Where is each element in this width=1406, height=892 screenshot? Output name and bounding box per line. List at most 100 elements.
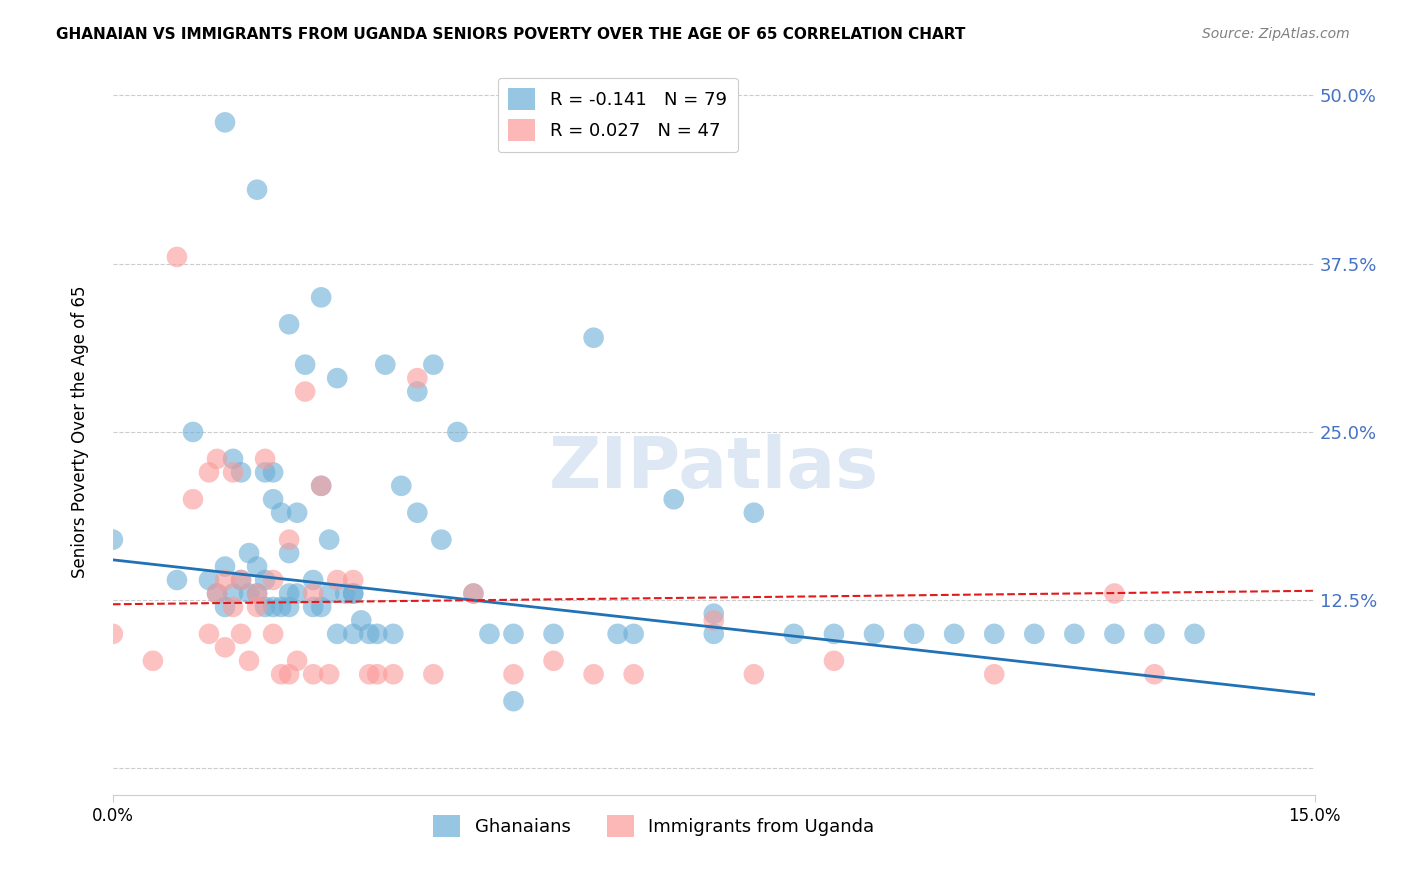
Point xyxy=(181,425,204,439)
Point xyxy=(198,466,221,480)
Point xyxy=(543,627,565,641)
Point xyxy=(309,479,332,493)
Point xyxy=(502,667,524,681)
Point xyxy=(278,667,301,681)
Point xyxy=(270,506,292,520)
Point xyxy=(205,586,228,600)
Point xyxy=(318,667,340,681)
Point xyxy=(262,492,284,507)
Point xyxy=(703,627,725,641)
Point xyxy=(205,451,228,466)
Point xyxy=(214,573,236,587)
Point xyxy=(582,667,605,681)
Point xyxy=(623,667,645,681)
Point xyxy=(198,627,221,641)
Point xyxy=(446,425,468,439)
Point xyxy=(285,654,308,668)
Point xyxy=(302,667,325,681)
Point xyxy=(229,627,252,641)
Point xyxy=(1063,627,1085,641)
Point xyxy=(166,573,188,587)
Point xyxy=(478,627,501,641)
Point xyxy=(101,627,124,641)
Point xyxy=(309,290,332,304)
Point xyxy=(205,586,228,600)
Point xyxy=(1184,627,1206,641)
Point xyxy=(662,492,685,507)
Point xyxy=(1104,586,1126,600)
Point xyxy=(222,599,245,614)
Point xyxy=(166,250,188,264)
Point xyxy=(278,599,301,614)
Point xyxy=(983,627,1005,641)
Point xyxy=(406,506,429,520)
Point xyxy=(366,667,388,681)
Point xyxy=(278,546,301,560)
Point xyxy=(246,183,269,197)
Point xyxy=(422,667,444,681)
Point xyxy=(262,599,284,614)
Point xyxy=(823,627,845,641)
Point xyxy=(1143,627,1166,641)
Point xyxy=(238,586,260,600)
Point xyxy=(1143,667,1166,681)
Point xyxy=(270,667,292,681)
Point xyxy=(406,371,429,385)
Point xyxy=(101,533,124,547)
Point xyxy=(623,627,645,641)
Point xyxy=(214,115,236,129)
Point xyxy=(222,451,245,466)
Point xyxy=(254,599,277,614)
Point xyxy=(359,667,381,681)
Point xyxy=(342,586,364,600)
Point xyxy=(262,627,284,641)
Point xyxy=(1024,627,1046,641)
Point xyxy=(863,627,886,641)
Point xyxy=(318,533,340,547)
Point xyxy=(326,573,349,587)
Point xyxy=(382,667,405,681)
Point xyxy=(983,667,1005,681)
Legend: Ghanaians, Immigrants from Uganda: Ghanaians, Immigrants from Uganda xyxy=(426,808,882,845)
Point xyxy=(246,586,269,600)
Point xyxy=(366,627,388,641)
Point xyxy=(342,627,364,641)
Point xyxy=(229,573,252,587)
Point xyxy=(326,371,349,385)
Point xyxy=(350,614,373,628)
Text: GHANAIAN VS IMMIGRANTS FROM UGANDA SENIORS POVERTY OVER THE AGE OF 65 CORRELATIO: GHANAIAN VS IMMIGRANTS FROM UGANDA SENIO… xyxy=(56,27,966,42)
Point xyxy=(278,586,301,600)
Point xyxy=(543,654,565,668)
Point xyxy=(285,586,308,600)
Point xyxy=(783,627,806,641)
Point xyxy=(294,358,316,372)
Point xyxy=(502,694,524,708)
Point xyxy=(342,573,364,587)
Point xyxy=(254,573,277,587)
Point xyxy=(198,573,221,587)
Point xyxy=(270,599,292,614)
Point xyxy=(422,358,444,372)
Point xyxy=(430,533,453,547)
Point xyxy=(903,627,925,641)
Point xyxy=(359,627,381,641)
Point xyxy=(229,573,252,587)
Point xyxy=(309,479,332,493)
Y-axis label: Seniors Poverty Over the Age of 65: Seniors Poverty Over the Age of 65 xyxy=(72,285,89,578)
Point xyxy=(582,331,605,345)
Point xyxy=(238,654,260,668)
Point xyxy=(389,479,412,493)
Point xyxy=(246,586,269,600)
Point xyxy=(463,586,485,600)
Point xyxy=(1104,627,1126,641)
Point xyxy=(823,654,845,668)
Point xyxy=(222,466,245,480)
Point xyxy=(502,627,524,641)
Point xyxy=(278,318,301,332)
Point xyxy=(294,384,316,399)
Point xyxy=(278,533,301,547)
Point xyxy=(606,627,628,641)
Point xyxy=(742,506,765,520)
Point xyxy=(742,667,765,681)
Point xyxy=(302,573,325,587)
